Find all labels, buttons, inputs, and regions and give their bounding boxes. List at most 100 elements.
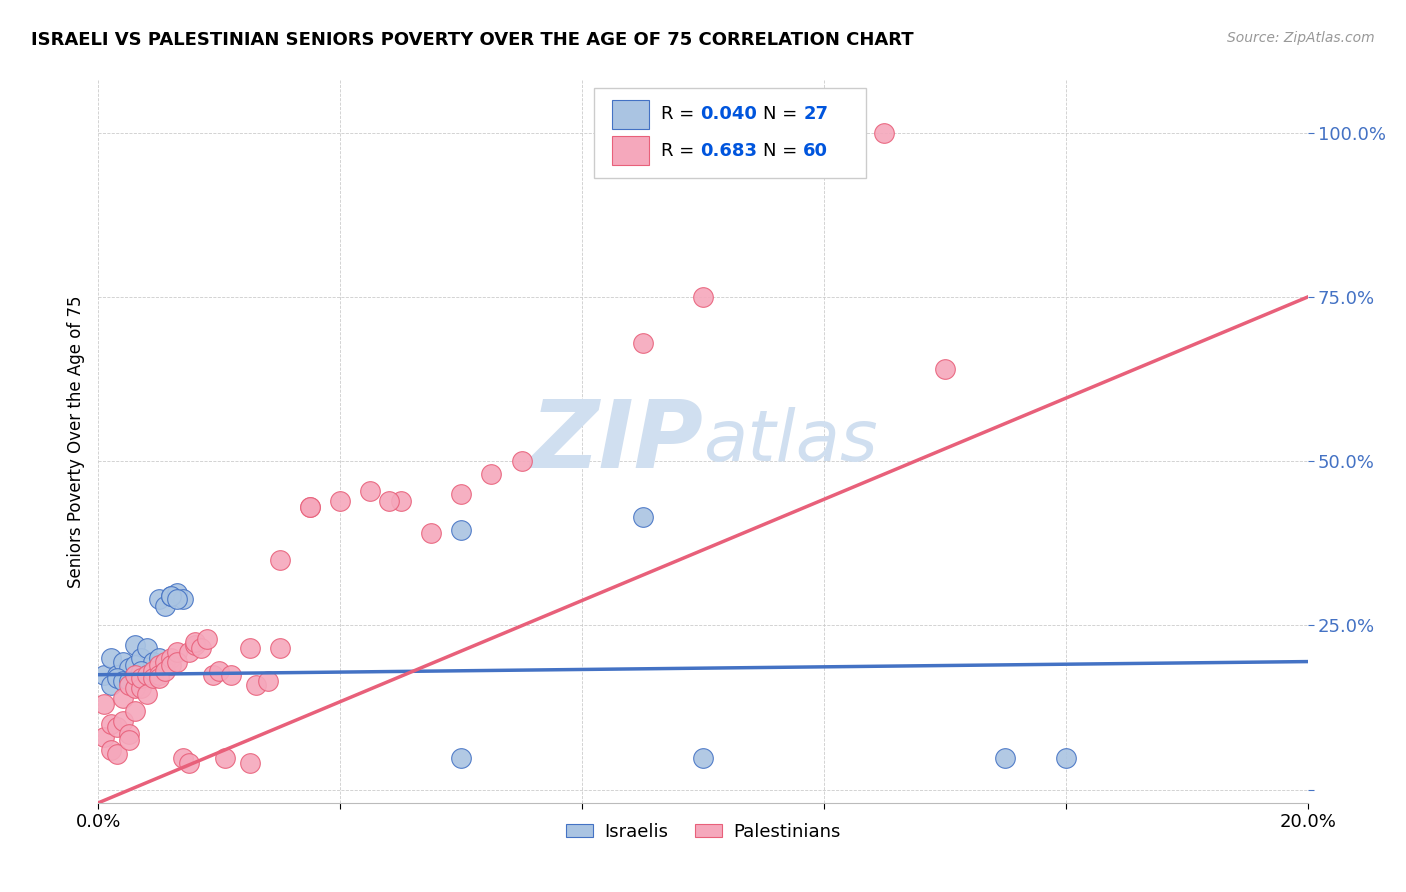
Point <box>481 467 503 482</box>
Point <box>153 665 176 679</box>
Point <box>179 756 201 771</box>
Point <box>160 589 183 603</box>
Point <box>153 599 176 613</box>
Point <box>118 677 141 691</box>
Point <box>256 674 278 689</box>
Point <box>450 487 472 501</box>
Point <box>124 638 146 652</box>
Point <box>184 638 207 652</box>
Point <box>135 667 157 681</box>
Point <box>160 657 183 672</box>
Point <box>148 667 170 681</box>
Point <box>299 500 322 515</box>
Point <box>124 704 146 718</box>
Point <box>692 290 714 304</box>
FancyBboxPatch shape <box>613 100 648 128</box>
Point <box>994 751 1017 765</box>
Point <box>100 717 122 731</box>
Point <box>172 592 194 607</box>
Point <box>450 751 472 765</box>
Point <box>389 493 412 508</box>
Point <box>105 667 128 681</box>
Point <box>202 667 225 681</box>
Point <box>118 674 141 689</box>
Point <box>142 667 165 681</box>
Point <box>160 651 183 665</box>
Point <box>100 743 122 757</box>
Point <box>124 657 146 672</box>
Point <box>450 523 472 537</box>
Point <box>1054 751 1077 765</box>
Point <box>195 632 218 646</box>
Point <box>135 667 157 681</box>
Point <box>105 747 128 761</box>
Point <box>129 681 152 695</box>
Point <box>214 751 236 765</box>
Point <box>184 635 207 649</box>
Point <box>129 671 152 685</box>
Point <box>873 126 896 140</box>
FancyBboxPatch shape <box>595 87 866 178</box>
Point <box>105 720 128 734</box>
Point <box>221 667 243 681</box>
Point <box>142 665 165 679</box>
Text: 60: 60 <box>803 142 828 160</box>
Point <box>360 483 382 498</box>
Text: N =: N = <box>763 142 803 160</box>
Point <box>148 651 170 665</box>
Point <box>148 592 170 607</box>
Point <box>111 690 134 705</box>
Point <box>105 671 128 685</box>
Point <box>245 677 267 691</box>
Point <box>129 665 152 679</box>
Point <box>269 553 291 567</box>
Point <box>153 655 176 669</box>
Text: R =: R = <box>661 105 700 123</box>
Text: ZIP: ZIP <box>530 395 703 488</box>
Point <box>142 671 165 685</box>
Text: Source: ZipAtlas.com: Source: ZipAtlas.com <box>1227 31 1375 45</box>
Point <box>100 651 122 665</box>
Point <box>329 493 352 508</box>
Text: 0.683: 0.683 <box>700 142 758 160</box>
Point <box>631 510 654 524</box>
Y-axis label: Seniors Poverty Over the Age of 75: Seniors Poverty Over the Age of 75 <box>66 295 84 588</box>
Point <box>93 667 115 681</box>
Point <box>111 655 134 669</box>
Point <box>179 645 201 659</box>
Point <box>124 681 146 695</box>
Text: 0.040: 0.040 <box>700 105 758 123</box>
Point <box>100 677 122 691</box>
Point <box>510 454 533 468</box>
FancyBboxPatch shape <box>613 136 648 165</box>
Text: ISRAELI VS PALESTINIAN SENIORS POVERTY OVER THE AGE OF 75 CORRELATION CHART: ISRAELI VS PALESTINIAN SENIORS POVERTY O… <box>31 31 914 49</box>
Point <box>166 655 188 669</box>
Point <box>93 730 115 744</box>
Point <box>934 362 956 376</box>
Point <box>111 714 134 728</box>
Text: N =: N = <box>763 105 803 123</box>
Point <box>142 655 165 669</box>
Point <box>377 493 399 508</box>
Point <box>299 500 322 515</box>
Point <box>239 756 262 771</box>
Point <box>118 733 141 747</box>
Point <box>148 657 170 672</box>
Point <box>208 665 231 679</box>
Point <box>172 751 194 765</box>
Text: R =: R = <box>661 142 700 160</box>
Point <box>420 526 443 541</box>
Point <box>118 661 141 675</box>
Point <box>692 751 714 765</box>
Legend: Israelis, Palestinians: Israelis, Palestinians <box>558 815 848 848</box>
Point <box>160 589 183 603</box>
Text: atlas: atlas <box>703 407 877 476</box>
Point <box>269 641 291 656</box>
Point <box>124 667 146 681</box>
Point <box>190 641 212 656</box>
Point <box>631 336 654 351</box>
Point <box>135 641 157 656</box>
Point <box>166 592 188 607</box>
Point <box>135 687 157 701</box>
Point <box>93 698 115 712</box>
